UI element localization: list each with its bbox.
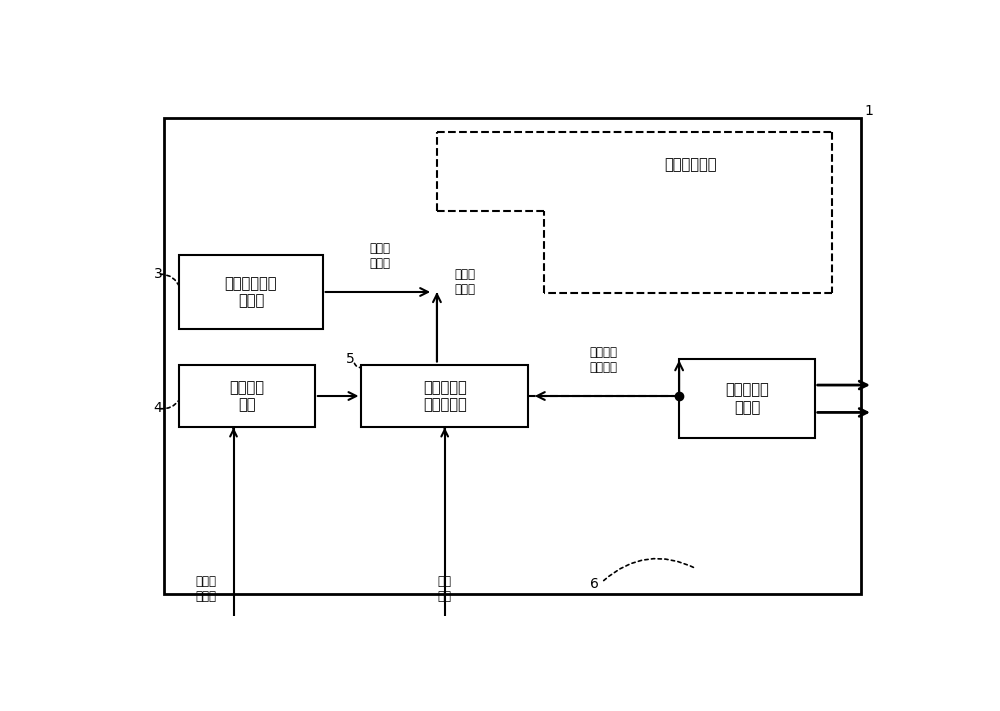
Bar	[679, 359, 815, 439]
Text: 相位参考信号
发生器: 相位参考信号 发生器	[225, 276, 277, 308]
Text: 相位参
考信号: 相位参 考信号	[369, 242, 390, 270]
Text: 全数字锁相环: 全数字锁相环	[664, 157, 717, 172]
Text: 电流
相位: 电流 相位	[438, 575, 452, 604]
Text: 5: 5	[346, 352, 355, 366]
Text: 4: 4	[154, 401, 162, 415]
Text: 相位反馈信
号切换模块: 相位反馈信 号切换模块	[423, 380, 467, 412]
Bar	[164, 118, 861, 594]
Text: 驱动脉冲产
生模块: 驱动脉冲产 生模块	[725, 383, 769, 415]
Text: 幅值检测
模块: 幅值检测 模块	[230, 380, 265, 412]
Text: 相位反
馈信号: 相位反 馈信号	[454, 268, 475, 296]
Text: 6: 6	[590, 577, 599, 591]
Text: 1: 1	[864, 105, 873, 119]
Text: 3: 3	[154, 267, 162, 281]
Bar	[361, 365, 528, 427]
Text: 驱动脉冲
参考信号: 驱动脉冲 参考信号	[590, 346, 618, 374]
Bar	[179, 255, 323, 329]
Text: 电流采
样信号: 电流采 样信号	[196, 575, 217, 604]
Bar	[179, 365, 315, 427]
